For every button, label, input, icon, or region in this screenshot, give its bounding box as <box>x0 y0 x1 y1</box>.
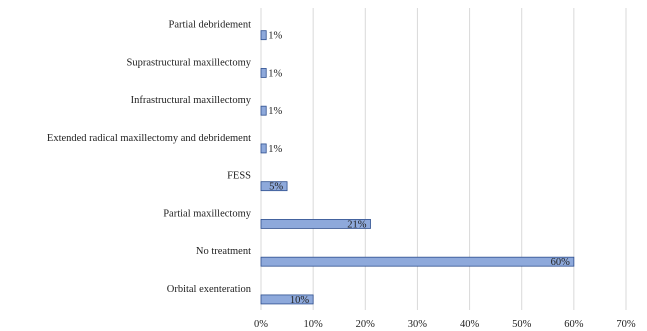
x-tick-label: 20% <box>356 319 376 330</box>
data-label: 60% <box>551 257 571 268</box>
bar <box>260 105 267 116</box>
category-label: Extended radical maxillectomy and debrid… <box>47 133 251 144</box>
x-tick-label: 70% <box>616 319 636 330</box>
x-tick-label: 60% <box>564 319 584 330</box>
category-label: Orbital exenteration <box>167 284 252 295</box>
x-tick-label: 10% <box>304 319 324 330</box>
category-label: FESS <box>227 171 251 182</box>
x-axis-ticks: 0% 10% 20% 30% 40% 50% 60% 70% <box>254 319 636 330</box>
x-tick-label: 0% <box>254 319 268 330</box>
data-label: 5% <box>269 182 283 193</box>
data-label: 1% <box>268 31 282 42</box>
data-label: 1% <box>268 106 282 117</box>
category-label: Partial debridement <box>168 20 251 31</box>
category-label: No treatment <box>196 246 251 257</box>
data-label: 10% <box>290 295 310 306</box>
bar <box>260 143 267 154</box>
data-label: 1% <box>268 68 282 79</box>
bar <box>260 256 575 267</box>
bar <box>260 68 267 78</box>
category-label: Suprastructural maxillectomy <box>126 57 251 68</box>
bar <box>260 181 288 192</box>
x-tick-label: 40% <box>460 319 480 330</box>
category-labels: Partial debridement Suprastructural maxil… <box>47 20 252 295</box>
category-label: Infrastructural maxillectomy <box>131 95 252 106</box>
bars: 1% 1% 1% 1% 5% 21% 60% 10% <box>260 30 575 306</box>
grid-lines <box>260 8 627 310</box>
data-label: 1% <box>268 144 282 155</box>
x-tick-label: 30% <box>408 319 428 330</box>
bar <box>260 30 267 41</box>
bar <box>260 294 314 305</box>
category-label: Partial maxillectomy <box>163 208 252 219</box>
bar <box>260 219 371 229</box>
data-label: 21% <box>347 219 367 230</box>
x-tick-label: 50% <box>512 319 532 330</box>
